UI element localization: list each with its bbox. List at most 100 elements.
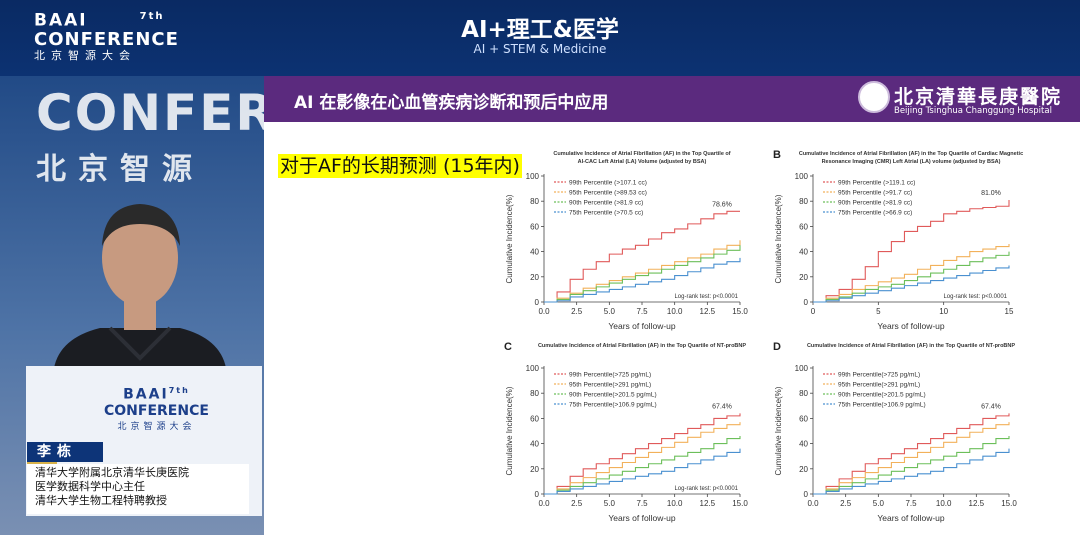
- legend-label: 99th Percentile (>119.1 cc): [838, 180, 915, 187]
- x-tick-label: 7.5: [636, 499, 648, 508]
- y-tick-label: 80: [799, 389, 808, 398]
- chart-d-ntprobnp: D Cumulative Incidence of Atrial Fibrilla…: [769, 338, 1035, 528]
- x-tick-label: 5.0: [873, 499, 885, 508]
- series-line-p75: [813, 448, 1010, 495]
- hospital-name-cn: 北京清華長庚醫院: [894, 86, 1063, 108]
- annotation-label: 81.0%: [981, 190, 1001, 197]
- y-tick-label: 20: [799, 273, 808, 282]
- x-axis-label: Years of follow-up: [877, 321, 945, 331]
- legend-label: 95th Percentile(>291 pg/mL): [838, 382, 920, 389]
- y-tick-label: 40: [799, 248, 808, 257]
- hospital-seal-icon: [858, 81, 890, 113]
- podium-edition: 7th: [168, 386, 190, 395]
- conference-header: BAAI 7th CONFERENCE 北京智源大会 AI+理工&医学 AI + …: [0, 0, 1080, 76]
- legend-label: 90th Percentile (>81.9 cc): [569, 200, 643, 207]
- chart-a-ai-cac: Cumulative Incidence of Atrial Fibrillat…: [500, 146, 766, 336]
- logo-cn: 北京智源大会: [34, 48, 136, 62]
- speaker-affiliation-2: 医学数据科学中心主任: [35, 480, 145, 493]
- x-tick-label: 5.0: [604, 499, 616, 508]
- x-tick-label: 2.5: [571, 307, 583, 316]
- y-tick-label: 100: [526, 172, 540, 181]
- y-tick-label: 20: [530, 465, 539, 474]
- slide-title-bar: AI 在影像在心血管疾病诊断和预后中应用 北京清華長庚醫院 Beijing Ts…: [264, 76, 1080, 122]
- x-tick-label: 10.0: [667, 307, 683, 316]
- y-tick-label: 40: [530, 440, 539, 449]
- legend-label: 95th Percentile (>91.7 cc): [838, 190, 912, 197]
- x-tick-label: 0: [811, 307, 816, 316]
- chart-svg: Cumulative Incidence of Atrial Fibrillat…: [505, 151, 748, 331]
- presentation-slide: AI 在影像在心血管疾病诊断和预后中应用 北京清華長庚醫院 Beijing Ts…: [264, 76, 1080, 535]
- chart-c-ntprobnp: C Cumulative Incidence of Atrial Fibrilla…: [500, 338, 766, 528]
- legend-label: 99th Percentile(>725 pg/mL): [569, 372, 651, 379]
- y-tick-label: 60: [799, 414, 808, 423]
- series-line-p75: [544, 448, 741, 495]
- baai-logo: BAAI 7th CONFERENCE 北京智源大会: [34, 8, 179, 62]
- x-tick-label: 15.0: [732, 307, 748, 316]
- series-line-p95: [544, 240, 741, 303]
- panel-letter: D: [773, 341, 781, 353]
- series-line-p75: [544, 257, 741, 303]
- logrank-label: Log-rank test: p<0.0001: [943, 294, 1007, 300]
- y-tick-label: 60: [530, 222, 539, 231]
- chart-svg: C Cumulative Incidence of Atrial Fibrilla…: [504, 341, 748, 523]
- logrank-label: Log-rank test: p<0.0001: [674, 294, 738, 300]
- legend-label: 99th Percentile (>107.1 cc): [569, 180, 647, 187]
- x-tick-label: 5: [876, 307, 881, 316]
- y-tick-label: 20: [530, 273, 539, 282]
- y-tick-label: 0: [804, 298, 809, 307]
- x-tick-label: 12.5: [700, 307, 716, 316]
- chart-title: Cumulative Incidence of Atrial Fibrillat…: [553, 151, 730, 157]
- legend-label: 75th Percentile(>106.9 pg/mL): [838, 402, 926, 409]
- x-tick-label: 10.0: [936, 499, 952, 508]
- speaker-name: 李栋: [27, 442, 103, 462]
- chart-title: Cumulative Incidence of Atrial Fibrillat…: [538, 343, 746, 349]
- y-axis-label: Cumulative Incidence(%): [774, 386, 783, 475]
- chart-title-line2: Resonance Imaging (CMR) Left Atrial (LA)…: [822, 159, 1001, 165]
- legend-label: 90th Percentile(>201.5 pg/mL): [569, 392, 657, 399]
- legend-label: 90th Percentile (>81.9 cc): [838, 200, 912, 207]
- x-axis-label: Years of follow-up: [877, 513, 945, 523]
- speaker-affiliation-1: 清华大学附属北京清华长庚医院: [35, 466, 189, 479]
- highlight-caption: 对于AF的长期预测 (15年内): [278, 154, 522, 178]
- series-line-p90: [813, 436, 1010, 495]
- x-tick-label: 0.0: [807, 499, 819, 508]
- legend-label: 75th Percentile (>70.5 cc): [569, 210, 643, 217]
- chart-title: Cumulative Incidence of Atrial Fibrillat…: [807, 343, 1015, 349]
- podium-conference: CONFERENCE: [104, 402, 209, 419]
- legend-label: 75th Percentile(>106.9 pg/mL): [569, 402, 657, 409]
- y-tick-label: 0: [535, 298, 540, 307]
- annotation-label: 67.4%: [981, 403, 1001, 410]
- podium-cn: 北京智源大会: [117, 421, 196, 432]
- legend-label: 95th Percentile (>89.53 cc): [569, 190, 647, 197]
- series-line-p95: [813, 422, 1010, 495]
- x-tick-label: 7.5: [636, 307, 648, 316]
- y-axis-label: Cumulative Incidence(%): [774, 194, 783, 283]
- event-subtitle: AI + STEM & Medicine: [473, 42, 607, 56]
- chart-svg: D Cumulative Incidence of Atrial Fibrilla…: [773, 341, 1017, 523]
- series-line-p99: [813, 413, 1010, 495]
- x-tick-label: 15: [1005, 307, 1014, 316]
- logrank-label: Log-rank test: p<0.0001: [674, 486, 738, 492]
- x-tick-label: 15.0: [732, 499, 748, 508]
- y-tick-label: 100: [795, 172, 809, 181]
- slide-title: AI 在影像在心血管疾病诊断和预后中应用: [294, 93, 609, 113]
- y-tick-label: 100: [526, 364, 540, 373]
- legend-label: 95th Percentile(>291 pg/mL): [569, 382, 651, 389]
- legend-label: 75th Percentile (>66.9 cc): [838, 210, 912, 217]
- legend-label: 99th Percentile(>725 pg/mL): [838, 372, 920, 379]
- hospital-name-en: Beijing Tsinghua Changgung Hospital: [894, 106, 1052, 116]
- series-line-p99: [544, 413, 741, 495]
- x-tick-label: 10.0: [667, 499, 683, 508]
- y-tick-label: 80: [799, 197, 808, 206]
- y-tick-label: 40: [530, 248, 539, 257]
- annotation-label: 78.6%: [712, 201, 732, 208]
- y-tick-label: 0: [804, 490, 809, 499]
- y-tick-label: 60: [799, 222, 808, 231]
- series-line-p95: [544, 422, 741, 495]
- x-tick-label: 0.0: [538, 499, 550, 508]
- chart-title-line2: AI-CAC Left Atrial (LA) Volume (adjusted…: [578, 159, 707, 165]
- y-tick-label: 100: [795, 364, 809, 373]
- y-tick-label: 80: [530, 197, 539, 206]
- x-tick-label: 10: [939, 307, 948, 316]
- x-tick-label: 2.5: [571, 499, 583, 508]
